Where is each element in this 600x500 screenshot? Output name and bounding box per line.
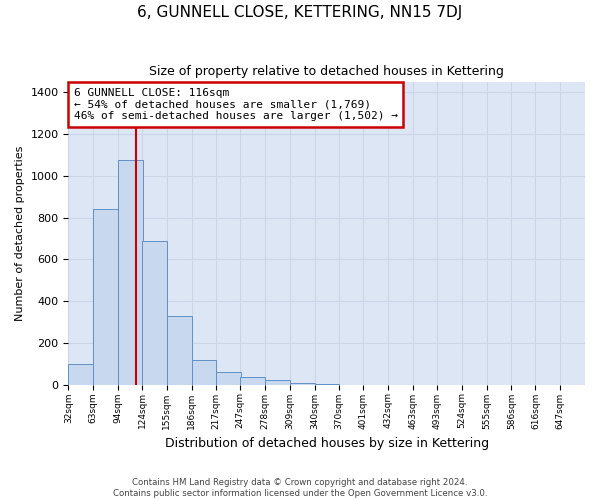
Bar: [290, 382, 315, 384]
Bar: [265, 380, 290, 384]
Bar: [241, 378, 265, 384]
Bar: [217, 372, 241, 384]
Bar: [191, 360, 217, 384]
Bar: [68, 364, 93, 384]
Bar: [93, 210, 118, 384]
Bar: [142, 240, 167, 384]
Text: 6, GUNNELL CLOSE, KETTERING, NN15 7DJ: 6, GUNNELL CLOSE, KETTERING, NN15 7DJ: [137, 5, 463, 20]
Y-axis label: Number of detached properties: Number of detached properties: [15, 146, 25, 321]
Text: 6 GUNNELL CLOSE: 116sqm
← 54% of detached houses are smaller (1,769)
46% of semi: 6 GUNNELL CLOSE: 116sqm ← 54% of detache…: [74, 88, 398, 121]
Bar: [118, 160, 143, 384]
Title: Size of property relative to detached houses in Kettering: Size of property relative to detached ho…: [149, 65, 504, 78]
X-axis label: Distribution of detached houses by size in Kettering: Distribution of detached houses by size …: [164, 437, 489, 450]
Text: Contains HM Land Registry data © Crown copyright and database right 2024.
Contai: Contains HM Land Registry data © Crown c…: [113, 478, 487, 498]
Bar: [167, 316, 191, 384]
